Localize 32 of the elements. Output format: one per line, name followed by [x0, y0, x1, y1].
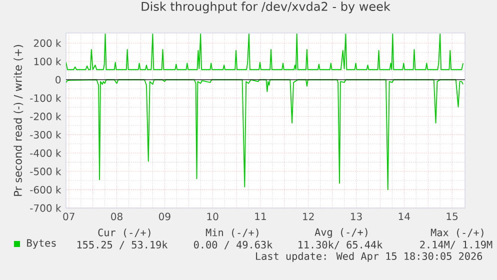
y-tick-label: 200 k — [34, 39, 62, 47]
line-series — [66, 33, 464, 70]
text: Min (-/+) — [206, 228, 258, 238]
text: 0.00 / 49.63k — [194, 240, 273, 250]
text: 155.25 / 53.19k — [77, 240, 168, 250]
text: 11.30k/ 65.44k — [298, 240, 383, 250]
y-tick-label: -700 k — [30, 204, 62, 212]
legend-label: Bytes — [27, 239, 56, 249]
y-axis-title: Pr second read (-) / write (+) — [14, 44, 24, 196]
x-tick-label: 12 — [303, 212, 314, 220]
x-tick-label: 08 — [111, 212, 122, 220]
y-tick-label: 0 — [56, 76, 61, 84]
x-tick-label: 09 — [158, 212, 170, 220]
y-tick-label: 100 k — [34, 58, 62, 66]
x-tick-label: 14 — [398, 212, 410, 220]
y-tick-label: -500 k — [30, 167, 62, 176]
y-tick-label: -400 k — [30, 149, 62, 157]
x-tick-label: 07 — [63, 212, 74, 220]
y-tick-label: -600 k — [30, 186, 62, 194]
y-tick-label: -200 k — [30, 112, 62, 120]
text: 2.14M/ 1.19M — [420, 240, 492, 250]
text: Cur (-/+) — [98, 228, 150, 238]
y-tick-label: -100 k — [30, 94, 62, 102]
x-tick-label: 10 — [207, 212, 218, 220]
y-tick-label: -300 k — [30, 130, 62, 139]
text: Avg (-/+) — [314, 228, 368, 238]
x-tick-label: 11 — [255, 212, 266, 220]
text: Last update: Wed Apr 15 18:30:05 2026 — [256, 252, 482, 262]
chart-title: Disk throughput for /dev/xvda2 - by week — [142, 2, 390, 14]
text: Max (-/+) — [430, 228, 484, 238]
x-tick-label: 13 — [351, 212, 362, 220]
x-tick-label: 15 — [446, 212, 458, 220]
